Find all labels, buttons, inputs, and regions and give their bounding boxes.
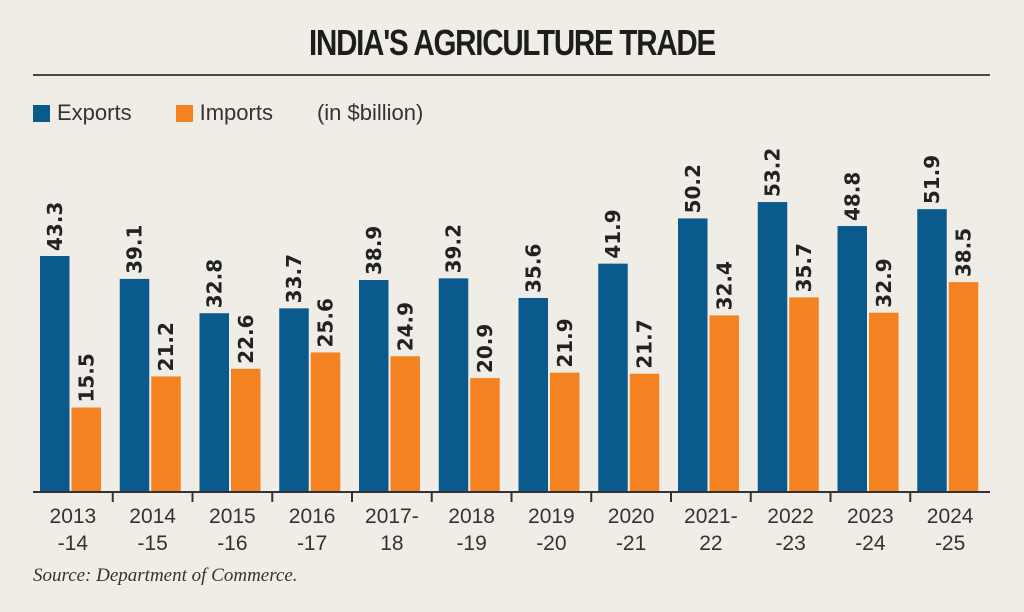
x-tick-label: -15 <box>137 532 167 555</box>
x-tick-label: 2020 <box>608 505 655 528</box>
bar-exports <box>40 256 70 492</box>
data-label-imports: 15.5 <box>74 353 98 402</box>
legend-label-exports: Exports <box>57 100 132 125</box>
data-label-exports: 33.7 <box>282 254 306 303</box>
bar-exports <box>359 279 389 492</box>
bar-exports <box>917 209 947 492</box>
x-tick-label: -25 <box>935 532 965 555</box>
data-label-exports: 32.8 <box>202 259 226 308</box>
bar-imports <box>629 373 660 492</box>
data-label-exports: 48.8 <box>840 172 864 221</box>
bar-exports <box>199 313 229 492</box>
bar-exports <box>757 202 788 492</box>
data-label-exports: 43.3 <box>43 202 67 251</box>
data-label-exports: 39.2 <box>442 224 466 273</box>
x-tick-label: 22 <box>699 532 722 555</box>
bar-exports <box>119 278 150 492</box>
legend: Exports Imports (in $billion) <box>33 100 423 126</box>
exports-swatch <box>33 104 50 122</box>
data-label-imports: 35.7 <box>792 243 816 292</box>
data-label-exports: 35.6 <box>521 244 545 293</box>
bar-imports <box>71 407 101 492</box>
bar-imports <box>151 376 181 492</box>
x-tick-label: -21 <box>616 532 646 555</box>
x-tick-label: 2017- <box>365 505 419 528</box>
bar-exports <box>837 226 867 493</box>
bar-exports <box>678 218 708 492</box>
x-tick-label: -20 <box>536 532 566 555</box>
data-label-exports: 41.9 <box>601 209 625 258</box>
data-label-exports: 51.9 <box>920 155 944 204</box>
x-tick-label: 2018 <box>448 505 495 528</box>
data-label-exports: 38.9 <box>362 226 386 275</box>
legend-item-exports: Exports <box>33 100 132 126</box>
x-tick-label: 2016 <box>289 505 336 528</box>
imports-swatch <box>175 104 193 122</box>
x-tick-label: -16 <box>217 532 247 555</box>
bar-imports <box>789 297 819 492</box>
bar-imports <box>231 368 261 492</box>
legend-label-imports: Imports <box>199 100 273 125</box>
data-label-imports: 20.9 <box>473 324 497 373</box>
bar-exports <box>598 263 628 492</box>
title-divider <box>33 74 990 76</box>
data-label-imports: 32.4 <box>712 261 736 310</box>
bar-imports <box>390 356 420 492</box>
data-label-imports: 21.9 <box>553 318 577 367</box>
chart-title: INDIA'S AGRICULTURE TRADE <box>309 22 716 63</box>
bar-exports <box>279 308 309 492</box>
data-label-imports: 24.9 <box>393 302 417 351</box>
bar-imports <box>709 315 739 492</box>
data-label-exports: 53.2 <box>761 148 785 197</box>
x-tick-label: 2024 <box>927 505 974 528</box>
bar-exports <box>518 297 548 492</box>
bar-imports <box>470 378 500 492</box>
data-label-imports: 25.6 <box>314 298 338 347</box>
data-label-imports: 38.5 <box>952 228 976 277</box>
data-label-imports: 32.9 <box>872 258 896 307</box>
x-tick-label: -24 <box>855 532 886 555</box>
bar-exports <box>438 278 469 492</box>
bar-imports <box>310 352 341 492</box>
x-tick-label: -14 <box>58 532 89 555</box>
x-tick-label: 2021- <box>684 505 738 528</box>
data-label-exports: 39.1 <box>123 225 147 274</box>
legend-item-imports: Imports <box>175 100 273 126</box>
data-label-exports: 50.2 <box>681 164 705 213</box>
unit-note: (in $billion) <box>316 100 424 125</box>
x-tick-label: 2015 <box>209 505 256 528</box>
x-tick-label: -19 <box>456 532 486 555</box>
x-tick-label: 18 <box>380 532 403 555</box>
x-tick-label: 2019 <box>528 505 575 528</box>
x-tick-label: 2014 <box>129 505 176 528</box>
data-label-imports: 21.2 <box>154 322 178 371</box>
source-note: Source: Department of Commerce. <box>33 565 298 586</box>
x-tick-label: -23 <box>775 532 805 555</box>
data-label-imports: 22.6 <box>234 314 258 363</box>
x-tick-label: -17 <box>297 532 327 555</box>
x-tick-label: 2022 <box>767 505 814 528</box>
x-tick-label: 2023 <box>847 505 894 528</box>
data-label-imports: 21.7 <box>633 319 657 368</box>
bar-imports <box>948 282 979 492</box>
bar-imports <box>550 372 580 492</box>
x-tick-label: 2013 <box>50 505 97 528</box>
bar-imports <box>869 312 899 492</box>
